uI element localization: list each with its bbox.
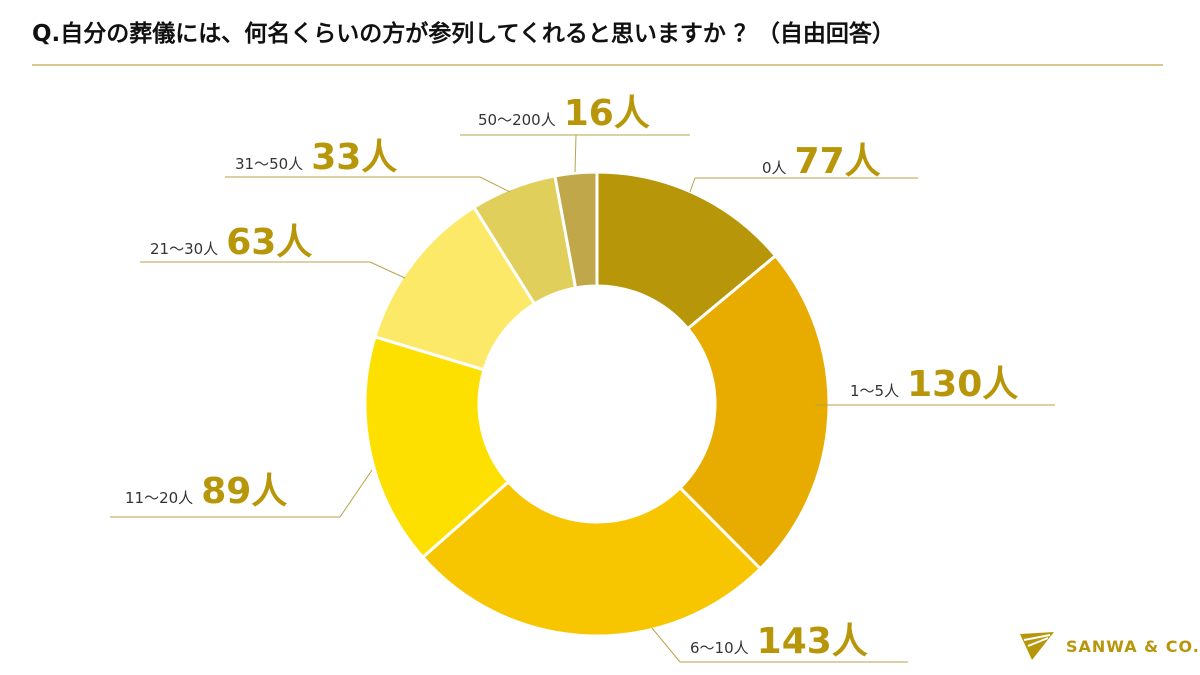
category-label: 6〜10人 [690, 639, 749, 657]
value-label: 63人 [226, 222, 313, 263]
donut-slice [677, 253, 831, 571]
donut-slice [420, 479, 763, 638]
donut-slice [595, 170, 778, 331]
leader-line [574, 134, 577, 173]
value-label: 143人 [756, 621, 868, 662]
slice-label: 6〜10人 143人 [690, 612, 868, 664]
slice-label: 11〜20人 89人 [125, 462, 287, 514]
value-label: 77人 [794, 141, 881, 182]
leader-line [339, 469, 373, 518]
slice-label: 1〜5人 130人 [850, 355, 1018, 407]
slice-label: 31〜50人 33人 [235, 128, 397, 180]
logo-text: SANWA & CO. [1066, 636, 1200, 656]
category-label: 31〜50人 [235, 155, 304, 173]
leader-line [651, 627, 681, 663]
value-label: 89人 [201, 471, 288, 512]
category-label: 11〜20人 [125, 489, 194, 507]
leader-line [479, 176, 511, 193]
slice-label: 0人 77人 [762, 132, 881, 184]
category-label: 1〜5人 [850, 382, 900, 400]
donut-slice [553, 170, 599, 290]
category-label: 50〜200人 [478, 111, 556, 129]
donut-slice [363, 334, 511, 560]
leader-line [369, 261, 406, 279]
chart-title: Q.自分の葬儀には、何名くらいの方が参列してくれると思いますか ？（自由回答） [32, 21, 895, 47]
slice-label: 50〜200人 16人 [478, 84, 650, 136]
value-label: 130人 [907, 364, 1019, 405]
title-divider [32, 64, 1163, 66]
category-label: 21〜30人 [150, 240, 219, 258]
value-label: 33人 [311, 137, 398, 178]
value-label: 16人 [563, 93, 650, 134]
category-label: 0人 [762, 159, 787, 177]
logo: SANWA & CO. [1020, 632, 1200, 660]
leader-line [689, 177, 696, 193]
logo-icon [1020, 632, 1054, 660]
slice-label: 21〜30人 63人 [150, 213, 312, 265]
